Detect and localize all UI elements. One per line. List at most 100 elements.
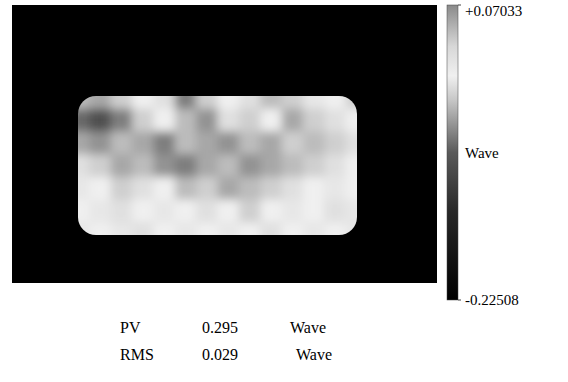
map-cell [282, 177, 304, 200]
map-cell [196, 109, 218, 132]
map-cell [346, 96, 357, 109]
map-cell [218, 154, 240, 177]
map-cell [239, 96, 261, 109]
map-cell [218, 96, 240, 109]
map-cell [260, 131, 282, 154]
map-cell [78, 109, 90, 132]
map-cell [111, 177, 133, 200]
map-cell [175, 96, 197, 109]
map-cell [153, 200, 175, 223]
map-cell [175, 222, 197, 235]
map-cell [303, 96, 325, 109]
map-cell [89, 177, 111, 200]
map-cell [324, 177, 346, 200]
map-cell [218, 200, 240, 223]
map-cell [282, 109, 304, 132]
map-cell [196, 222, 218, 235]
map-cell [78, 222, 90, 235]
map-cell [132, 177, 154, 200]
map-cell [303, 109, 325, 132]
map-cell [303, 200, 325, 223]
map-cell [175, 177, 197, 200]
colorbar-label: Wave [465, 145, 499, 161]
map-cell [346, 177, 357, 200]
map-cell [175, 154, 197, 177]
map-cell [89, 131, 111, 154]
map-cell [239, 222, 261, 235]
map-cell [303, 177, 325, 200]
map-cell [132, 109, 154, 132]
map-cell [153, 177, 175, 200]
map-cell [260, 96, 282, 109]
map-cell [153, 154, 175, 177]
figure: +0.07033-0.22508WavePV0.295WaveRMS0.029W… [0, 0, 568, 382]
map-cell [132, 96, 154, 109]
map-cell [324, 200, 346, 223]
map-cell [260, 177, 282, 200]
map-cell [196, 96, 218, 109]
map-cell [111, 109, 133, 132]
map-cell [303, 154, 325, 177]
map-cell [239, 200, 261, 223]
map-cell [175, 131, 197, 154]
map-cell [282, 131, 304, 154]
map-cell [218, 109, 240, 132]
map-background [12, 5, 437, 283]
map-cell [153, 131, 175, 154]
map-cell [132, 200, 154, 223]
map-cell [89, 200, 111, 223]
map-cell [89, 154, 111, 177]
map-cell [260, 154, 282, 177]
map-cell [282, 96, 304, 109]
stat-name: RMS [120, 346, 154, 363]
colorbar [447, 5, 458, 300]
map-cell [239, 109, 261, 132]
surface-map [78, 96, 357, 235]
stat-value: 0.029 [202, 346, 238, 363]
map-cell [239, 177, 261, 200]
map-cell [324, 154, 346, 177]
map-cell [78, 177, 90, 200]
map-cell [153, 109, 175, 132]
map-cell [346, 131, 357, 154]
map-cell [218, 131, 240, 154]
map-cell [78, 96, 90, 109]
map-cell [78, 200, 90, 223]
map-cell [132, 222, 154, 235]
map-cell [78, 154, 90, 177]
colorbar-tick [458, 300, 461, 301]
map-cell [303, 131, 325, 154]
stat-name: PV [120, 319, 141, 336]
map-cell [111, 96, 133, 109]
map-cell [346, 154, 357, 177]
map-cell [218, 222, 240, 235]
map-cell [324, 131, 346, 154]
map-cell [239, 154, 261, 177]
map-cell [282, 200, 304, 223]
map-cell [153, 96, 175, 109]
map-cell [196, 177, 218, 200]
map-cell [153, 222, 175, 235]
map-cell [282, 154, 304, 177]
stat-value: 0.295 [202, 319, 238, 336]
map-cell [132, 131, 154, 154]
map-cell [218, 177, 240, 200]
map-cell [260, 222, 282, 235]
map-cell [196, 131, 218, 154]
map-cell [260, 109, 282, 132]
stat-unit: Wave [296, 346, 332, 363]
map-cell [282, 222, 304, 235]
map-cell [324, 222, 346, 235]
map-cell [239, 131, 261, 154]
map-cell [89, 109, 111, 132]
colorbar-tick-label: +0.07033 [465, 3, 522, 19]
map-cell [78, 131, 90, 154]
map-cell [303, 222, 325, 235]
map-cell [89, 222, 111, 235]
map-cell [89, 96, 111, 109]
map-cell [346, 200, 357, 223]
map-cell [111, 200, 133, 223]
map-cell [346, 222, 357, 235]
map-cell [111, 154, 133, 177]
map-cell [260, 200, 282, 223]
